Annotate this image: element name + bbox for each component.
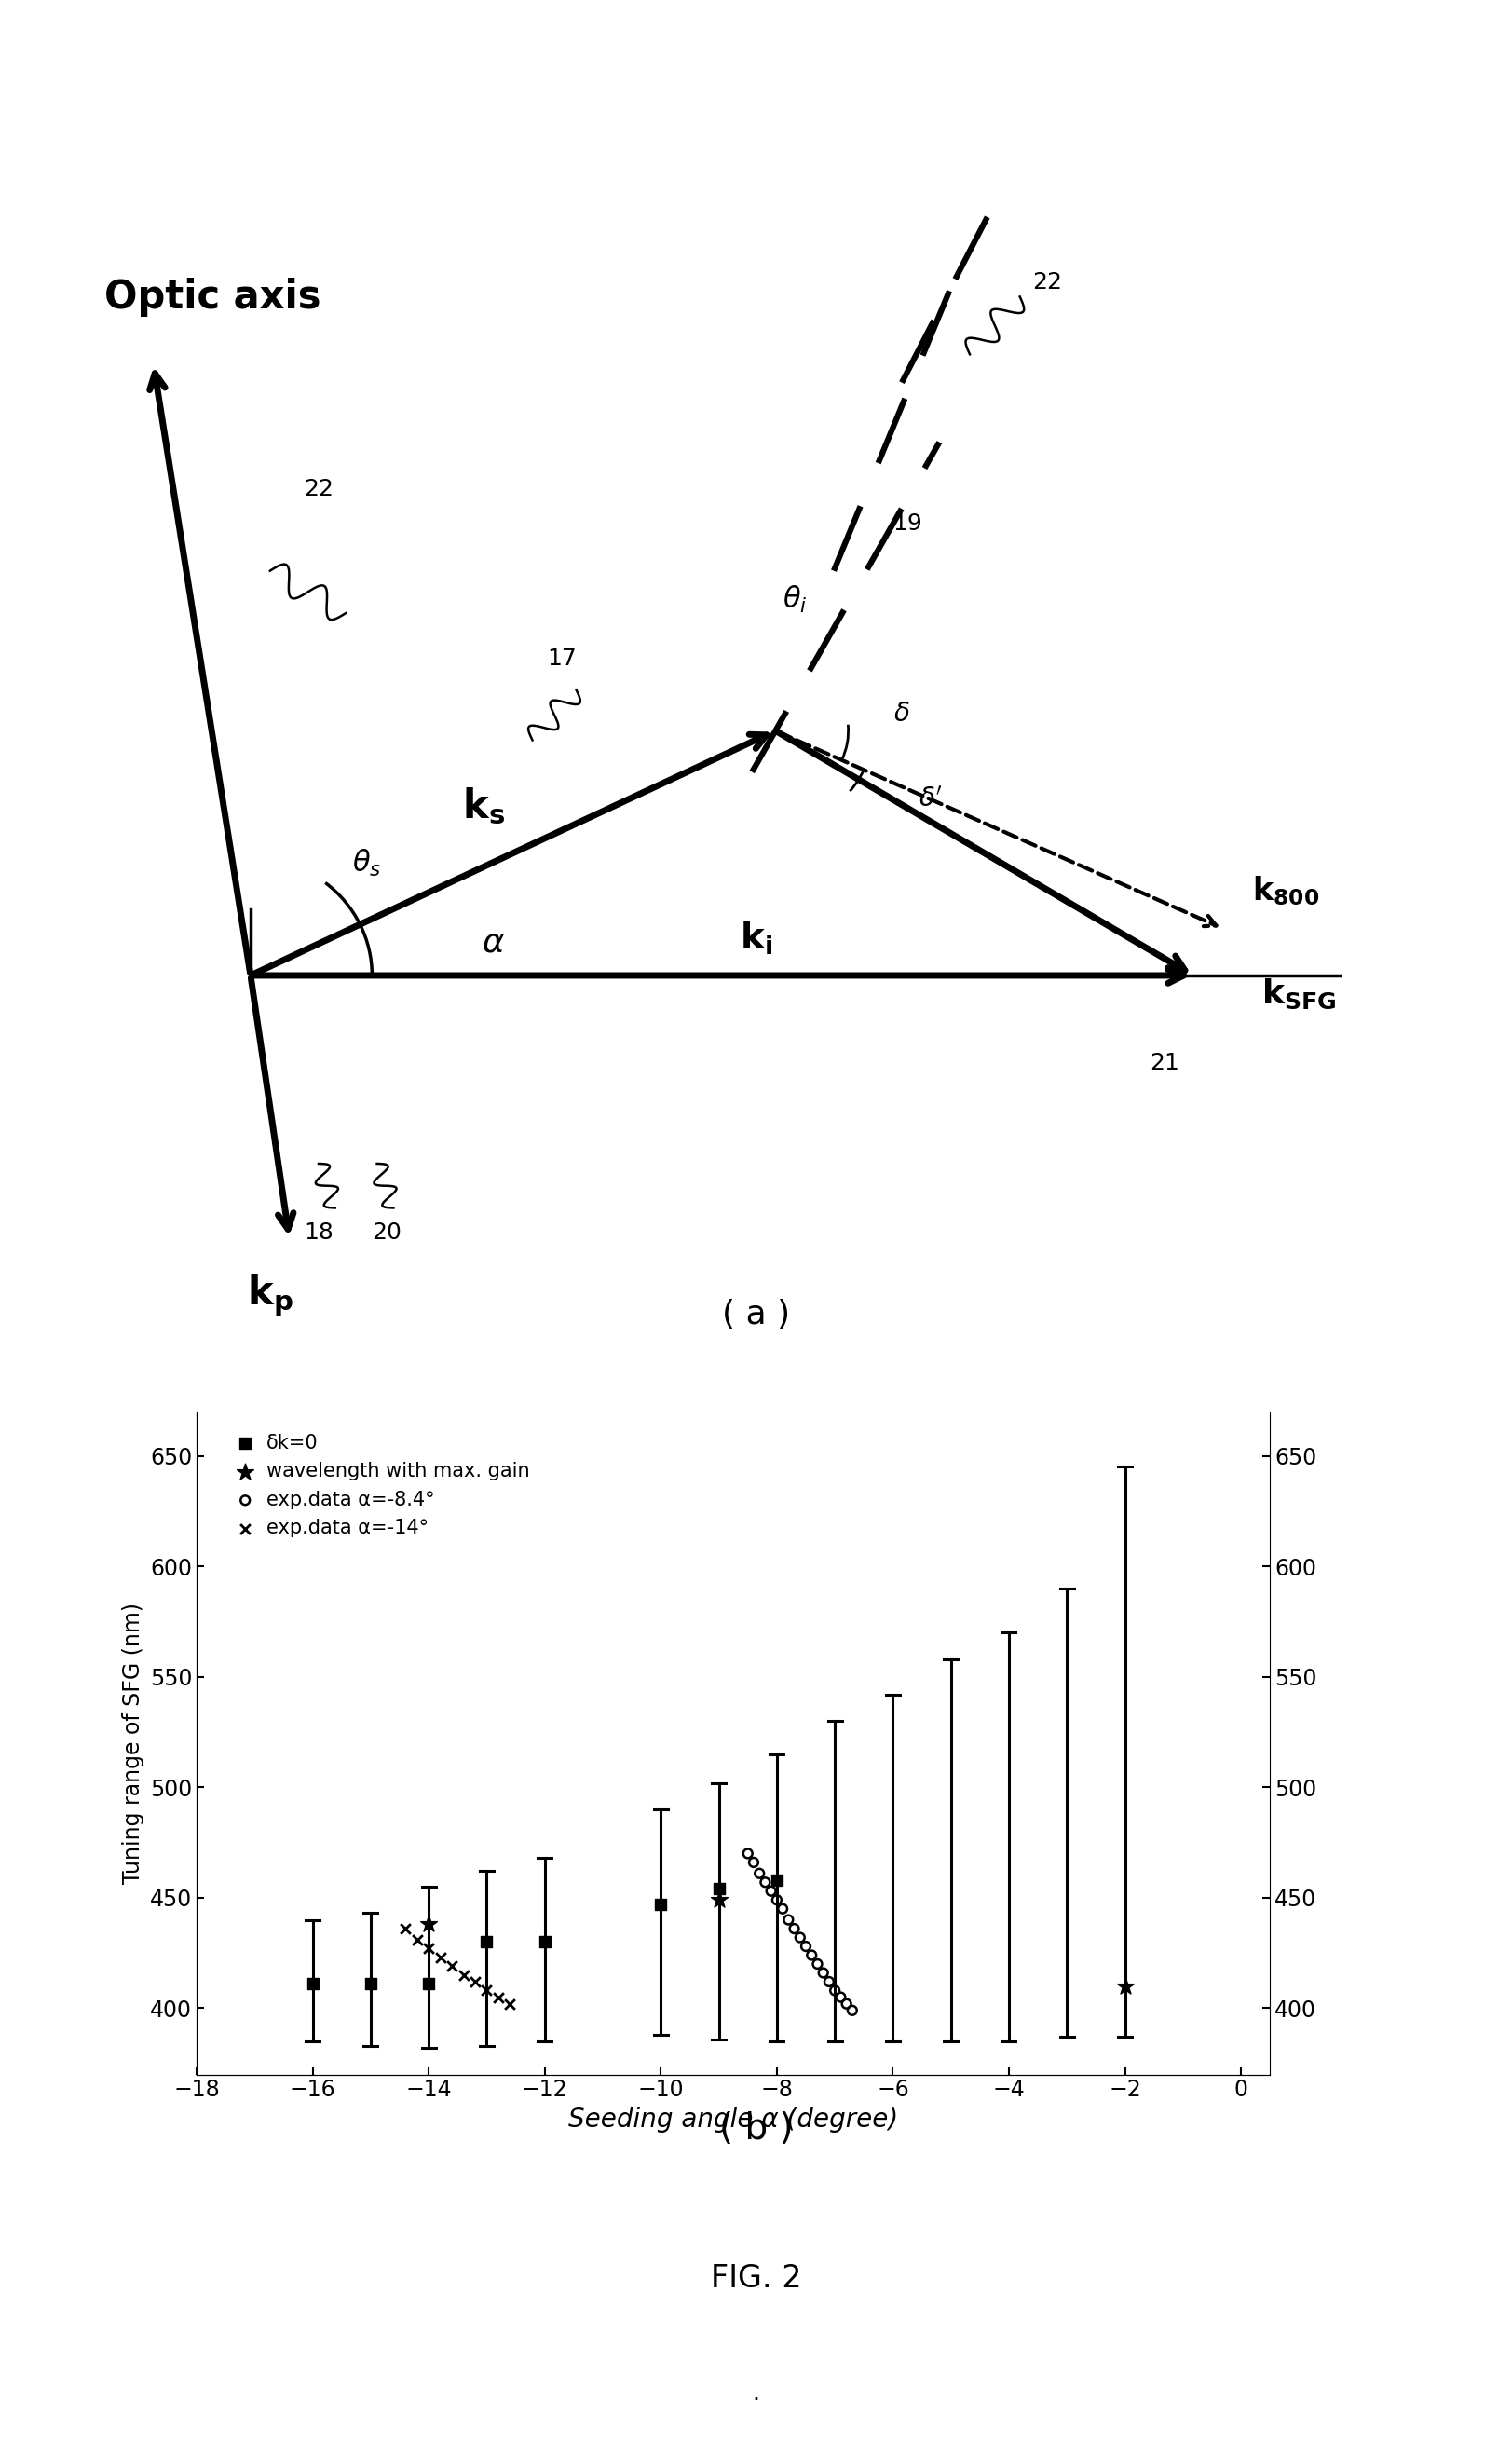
exp.data α=-14° (497, 1984, 522, 2023)
δk=0 (475, 1922, 499, 1962)
Text: .: . (753, 2381, 759, 2406)
Text: 22: 22 (304, 479, 334, 501)
Text: $\mathbf{k_s}$: $\mathbf{k_s}$ (463, 786, 505, 827)
Text: ( b ): ( b ) (718, 2111, 794, 2146)
exp.data α=-8.4° (741, 1844, 765, 1883)
exp.data α=-8.4° (788, 1917, 812, 1957)
exp.data α=-8.4° (806, 1944, 830, 1984)
exp.data α=-14° (428, 1937, 452, 1976)
Text: 17: 17 (547, 648, 576, 670)
exp.data α=-8.4° (794, 1927, 818, 1966)
wavelength with max. gain (1113, 1966, 1137, 2006)
exp.data α=-14° (463, 1962, 487, 2001)
δk=0 (417, 1964, 442, 2003)
Text: FIG. 2: FIG. 2 (711, 2264, 801, 2293)
exp.data α=-8.4° (736, 1834, 761, 1873)
δk=0 (358, 1964, 383, 2003)
Text: $\mathbf{k_i}$: $\mathbf{k_i}$ (739, 918, 773, 957)
wavelength with max. gain (706, 1881, 730, 1920)
exp.data α=-8.4° (841, 1991, 865, 2030)
Text: $\mathbf{k_{SFG}}$: $\mathbf{k_{SFG}}$ (1261, 977, 1337, 1011)
exp.data α=-8.4° (771, 1890, 795, 1930)
Text: $\delta$: $\delta$ (894, 700, 910, 727)
Text: 21: 21 (1149, 1051, 1179, 1075)
exp.data α=-8.4° (810, 1954, 835, 1993)
Text: 19: 19 (894, 513, 922, 535)
Text: ( a ): ( a ) (721, 1299, 791, 1331)
δk=0 (649, 1885, 673, 1925)
Text: Optic axis: Optic axis (104, 277, 322, 317)
exp.data α=-14° (452, 1954, 476, 1993)
exp.data α=-14° (405, 1920, 429, 1959)
exp.data α=-8.4° (823, 1971, 847, 2011)
Text: $\alpha$: $\alpha$ (482, 928, 505, 957)
Text: 20: 20 (372, 1220, 402, 1245)
δk=0 (301, 1964, 325, 2003)
exp.data α=-14° (440, 1947, 464, 1986)
exp.data α=-8.4° (753, 1863, 777, 1903)
δk=0 (765, 1861, 789, 1900)
exp.data α=-8.4° (829, 1976, 853, 2016)
Legend: δk=0, wavelength with max. gain, exp.data α=-8.4°, exp.data α=-14°: δk=0, wavelength with max. gain, exp.dat… (228, 1429, 535, 1544)
wavelength with max. gain (417, 1905, 442, 1944)
Text: 18: 18 (304, 1220, 334, 1245)
δk=0 (532, 1922, 556, 1962)
exp.data α=-14° (393, 1910, 417, 1949)
X-axis label: Seeding angle α (degree): Seeding angle α (degree) (569, 2106, 898, 2133)
Text: $\delta'$: $\delta'$ (919, 786, 943, 813)
Y-axis label: Tuning range of SFG (nm): Tuning range of SFG (nm) (122, 1603, 145, 1883)
exp.data α=-8.4° (759, 1871, 783, 1910)
exp.data α=-8.4° (782, 1910, 806, 1949)
exp.data α=-8.4° (800, 1935, 824, 1974)
exp.data α=-8.4° (816, 1962, 841, 2001)
exp.data α=-14° (487, 1976, 511, 2016)
Text: 22: 22 (1033, 270, 1063, 292)
exp.data α=-8.4° (776, 1900, 800, 1939)
exp.data α=-8.4° (835, 1984, 859, 2023)
exp.data α=-8.4° (765, 1881, 789, 1920)
δk=0 (706, 1868, 730, 1908)
Text: $\theta_i$: $\theta_i$ (783, 584, 807, 616)
exp.data α=-8.4° (747, 1854, 771, 1893)
exp.data α=-14° (417, 1930, 442, 1969)
exp.data α=-14° (475, 1971, 499, 2011)
Text: $\mathbf{k_{800}}$: $\mathbf{k_{800}}$ (1252, 874, 1318, 908)
Text: $\theta_s$: $\theta_s$ (352, 847, 383, 879)
Text: $\mathbf{k_p}$: $\mathbf{k_p}$ (246, 1272, 293, 1318)
